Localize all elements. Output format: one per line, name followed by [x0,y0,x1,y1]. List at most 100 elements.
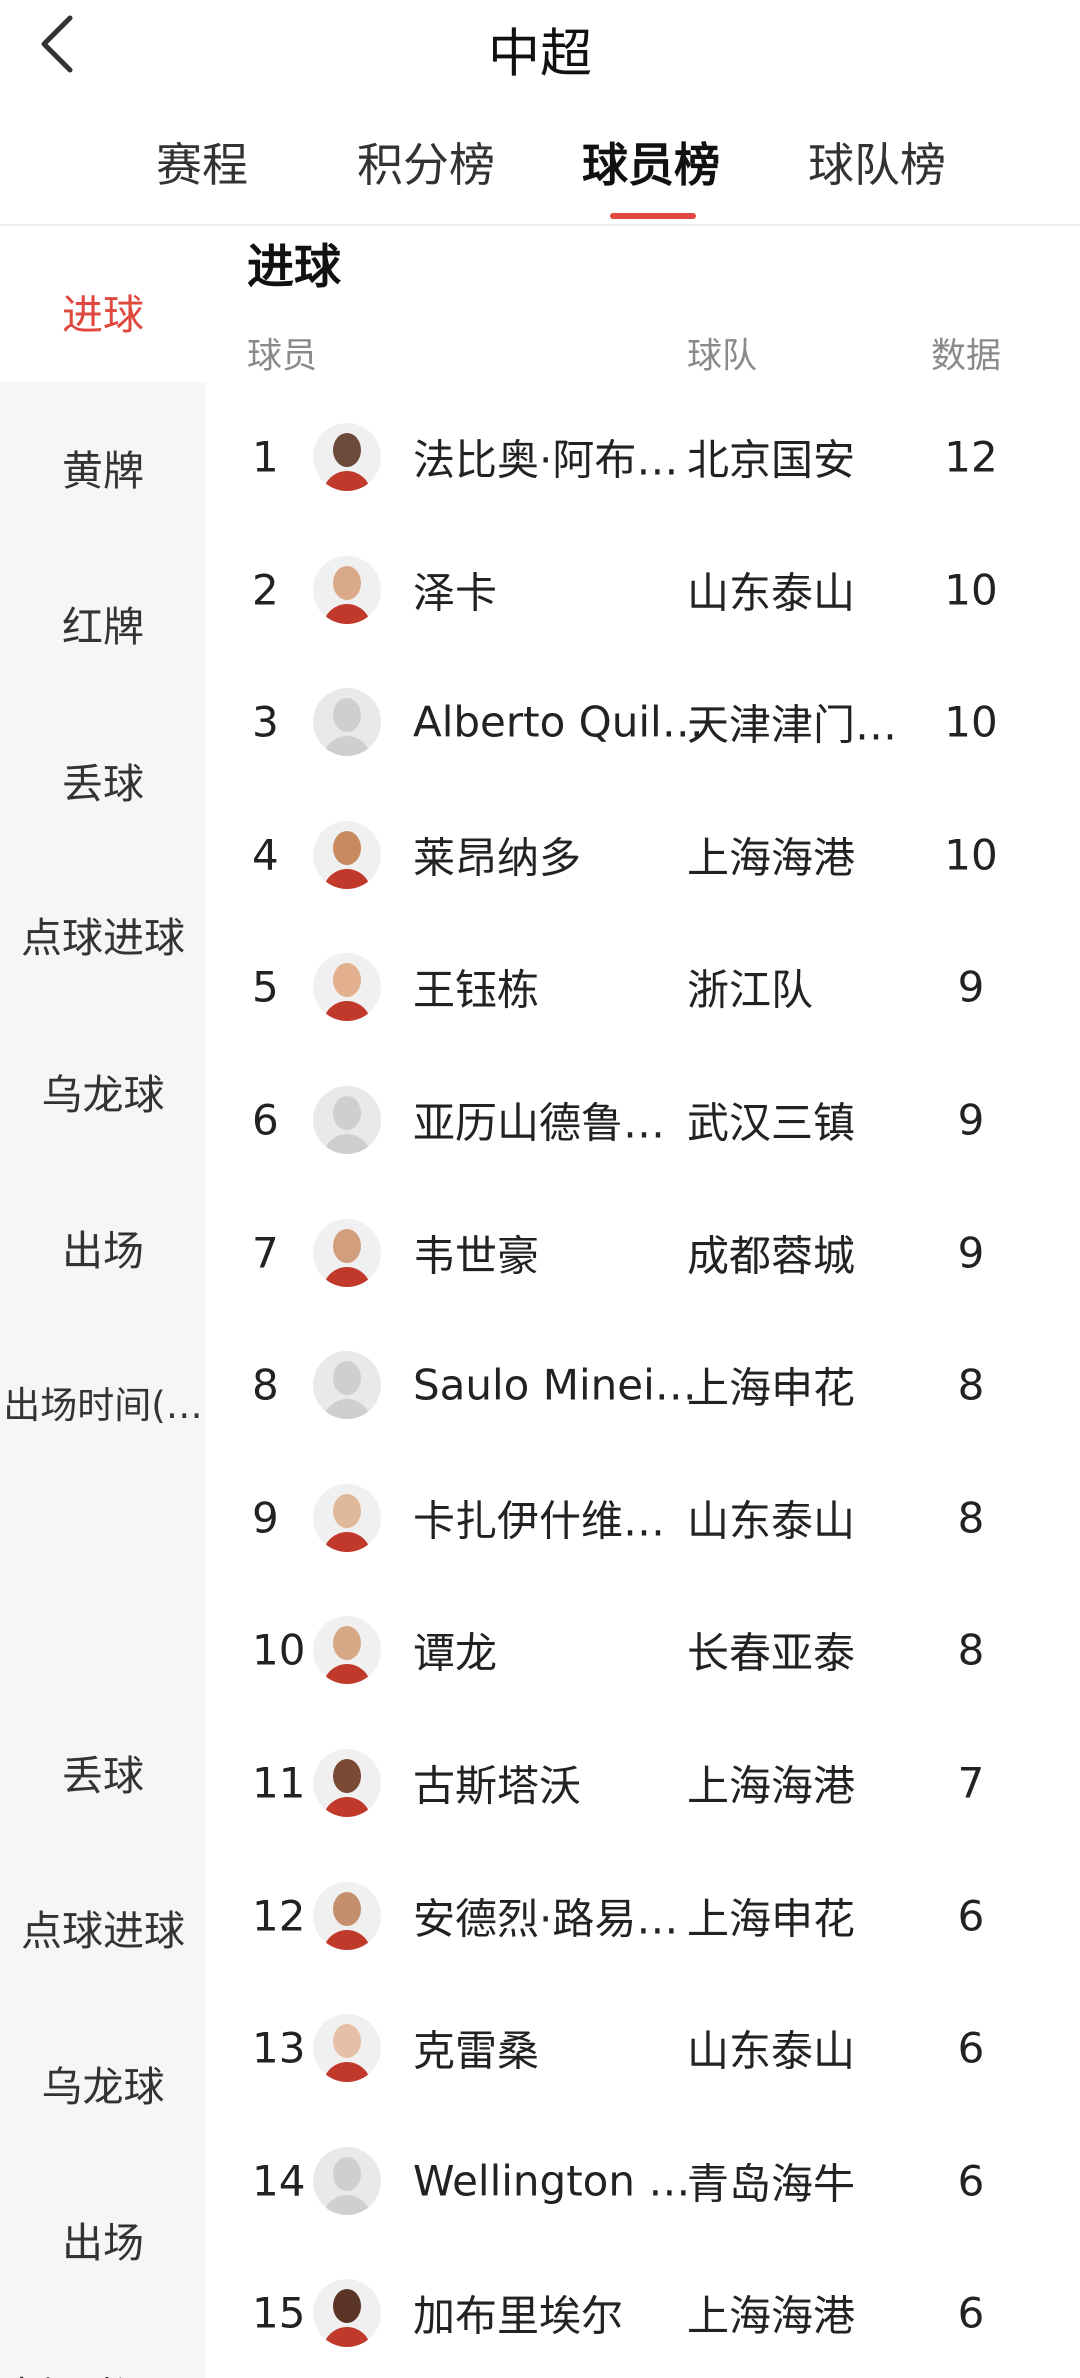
sidebar-item[interactable]: 乌龙球 [41,1071,165,1119]
team-name: 上海申花 [687,1363,856,1413]
player-name[interactable]: 克雷桑 [413,2026,540,2076]
player-name[interactable]: Wellington … [413,2156,691,2206]
stat-value: 6 [957,1891,985,1941]
sidebar-active-bg [0,226,206,382]
avatar [313,555,381,624]
sidebar-item[interactable]: 红牌 [62,603,144,651]
rank: 13 [252,2023,306,2073]
avatar-figure [333,1096,361,1130]
back-button[interactable] [30,12,80,74]
stat-value: 6 [957,2023,985,2073]
avatar-figure [333,2289,361,2324]
player-name[interactable]: 谭龙 [413,1628,498,1678]
team-name: 浙江队 [687,965,814,1015]
avatar [313,1086,381,1154]
divider [0,224,1080,226]
sidebar-item[interactable]: 进球 [62,291,144,339]
avatar-figure [323,1001,371,1022]
rank: 8 [252,1360,279,1410]
avatar [313,820,381,889]
player-name[interactable]: 王钰栋 [413,965,540,1015]
avatar-figure [323,1664,371,1685]
rank: 2 [252,565,279,615]
sidebar-item[interactable]: 丢球 [62,1752,144,1800]
sidebar-item[interactable]: 出场时间(… [0,2365,206,2378]
stat-value: 8 [957,1493,985,1543]
stat-value: 10 [944,697,998,747]
avatar-figure [323,1797,371,1817]
avatar-figure [333,1626,361,1661]
avatar-figure [323,1399,371,1420]
player-name[interactable]: 加布里埃尔 [413,2291,624,2341]
rank: 3 [252,697,279,747]
player-name[interactable]: 莱昂纳多 [413,833,582,883]
section-heading: 进球 [247,240,341,295]
avatar-figure [333,565,361,600]
avatar-figure [333,963,361,998]
stat-value: 10 [944,565,998,615]
rank: 15 [252,2288,306,2338]
team-name: 上海海港 [687,833,856,883]
rank: 1 [252,432,279,482]
sidebar-item[interactable]: 丢球 [62,760,144,808]
rank: 6 [252,1095,279,1145]
sidebar-item[interactable]: 出场时间(… [3,1384,203,1427]
avatar-figure [333,2024,361,2059]
rank: 9 [252,1493,279,1543]
avatar-figure [323,1266,371,1287]
player-name[interactable]: Saulo Minei… [413,1360,697,1410]
stat-value: 12 [944,432,998,482]
tab[interactable]: 积分榜 [357,138,495,192]
sidebar: 进球黄牌红牌丢球点球进球乌龙球出场出场时间(…丢球点球进球乌龙球出场出场时间(… [0,226,206,2378]
sidebar-item[interactable]: 黄牌 [62,447,144,495]
player-name[interactable]: 泽卡 [413,568,498,618]
rank: 12 [252,1891,306,1941]
avatar-figure [323,1531,371,1552]
sidebar-item[interactable]: 乌龙球 [41,2063,165,2111]
stat-value: 8 [957,1360,985,1410]
stat-value: 9 [957,1095,985,1145]
avatar [313,2014,381,2083]
avatar-figure [333,1228,361,1263]
player-name[interactable]: 韦世豪 [413,1231,540,1281]
stat-value: 8 [957,1625,985,1675]
tab[interactable]: 球队榜 [808,138,946,192]
team-name: 上海申花 [687,1894,856,1944]
tab-indicator [610,213,696,219]
rank: 14 [252,2156,306,2206]
rank: 7 [252,1228,279,1278]
rank: 5 [252,962,279,1012]
avatar [313,423,381,491]
team-name: 上海海港 [687,1761,856,1811]
avatar-figure [333,830,361,865]
player-name[interactable]: 卡扎伊什维… [413,1496,666,1546]
player-name[interactable]: 安德烈·路易… [413,1894,679,1944]
player-name[interactable]: 法比奥·阿布… [413,435,679,485]
avatar-figure [333,1493,361,1528]
player-name[interactable]: Alberto Quil… [413,697,704,747]
rank: 11 [252,1758,306,1808]
tab[interactable]: 赛程 [156,138,248,192]
rank: 4 [252,830,279,880]
player-name[interactable]: 亚历山德鲁… [413,1098,666,1148]
page-title: 中超 [487,24,593,85]
team-name: 天津津门… [687,700,898,750]
stat-value: 9 [957,962,985,1012]
avatar [313,1218,381,1287]
sidebar-item[interactable]: 出场 [62,2219,144,2267]
avatar [313,2279,381,2348]
avatar-figure [323,1134,371,1154]
sidebar-item[interactable]: 点球进球 [21,1907,185,1955]
team-name: 武汉三镇 [687,1098,856,1148]
sidebar-item[interactable]: 出场 [62,1227,144,1275]
player-name[interactable]: 古斯塔沃 [413,1761,582,1811]
tab[interactable]: 球员榜 [582,138,720,192]
stat-value: 7 [957,1758,985,1808]
avatar [313,1749,381,1817]
sidebar-item[interactable]: 点球进球 [21,914,185,962]
avatar-figure [323,2194,371,2215]
avatar-figure [323,868,371,889]
avatar [313,1351,381,1420]
team-name: 长春亚泰 [687,1628,856,1678]
